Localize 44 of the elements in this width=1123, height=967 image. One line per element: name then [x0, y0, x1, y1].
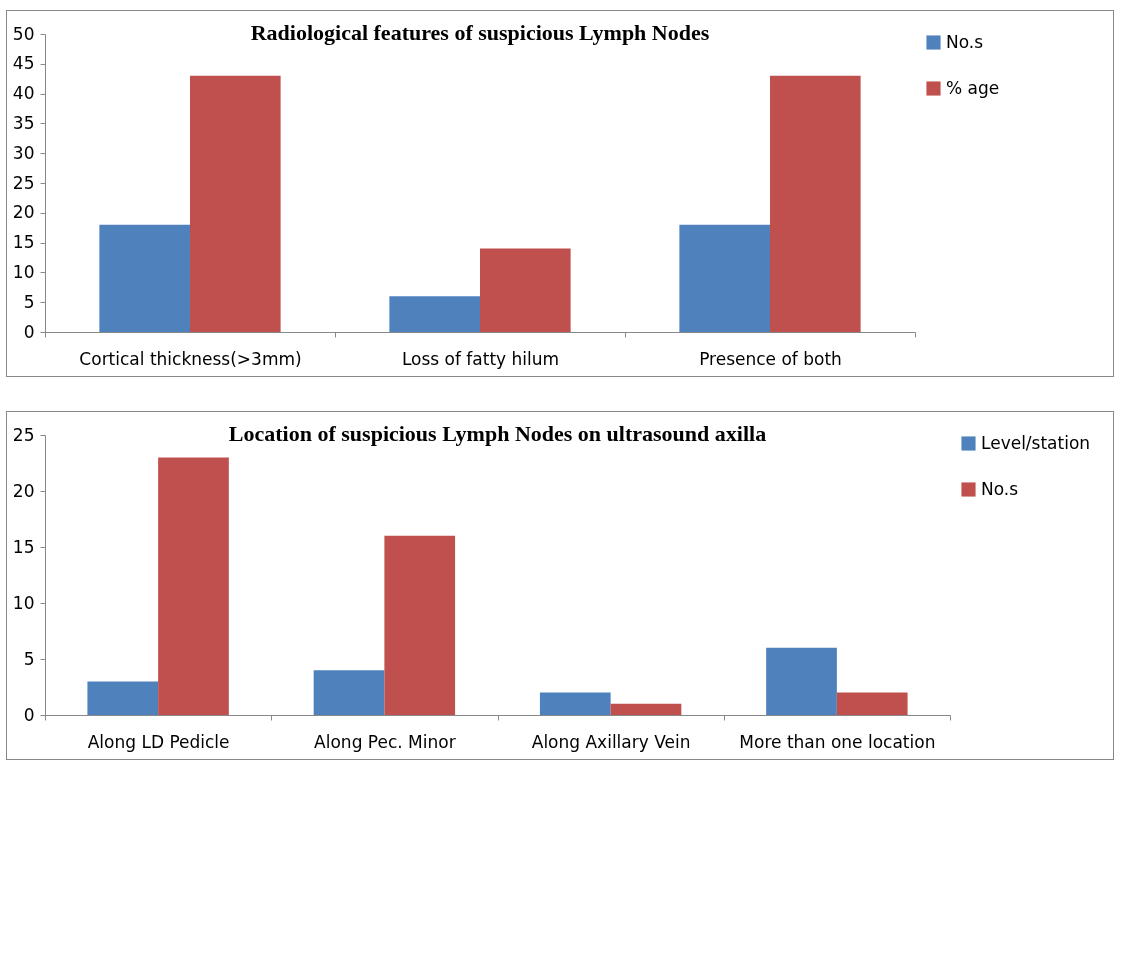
- y-tick-label: 35: [12, 112, 35, 133]
- y-tick-label: 5: [23, 648, 35, 669]
- x-tick-label: Cortical thickness(>3mm): [79, 348, 302, 369]
- y-tick-label: 25: [12, 172, 35, 193]
- y-tick-label: 20: [12, 480, 35, 501]
- y-tick-label: 10: [12, 592, 35, 613]
- bar: [539, 692, 611, 715]
- x-tick-label: Presence of both: [699, 348, 842, 369]
- y-tick-label: 40: [12, 83, 35, 104]
- x-tick-label: Along Pec. Minor: [314, 731, 456, 752]
- x-tick-label: Loss of fatty hilum: [401, 348, 560, 369]
- bar: [384, 535, 456, 715]
- y-tick-label: 15: [12, 536, 35, 557]
- bar: [313, 670, 385, 715]
- bar: [766, 647, 837, 715]
- x-tick-label: Along LD Pedicle: [87, 731, 230, 752]
- bar: [87, 681, 159, 715]
- legend-label: No.s: [981, 478, 1019, 499]
- y-tick-label: 0: [23, 704, 35, 725]
- bar: [770, 75, 861, 332]
- y-tick-label: 10: [12, 261, 35, 282]
- legend-label: % age: [946, 77, 1000, 98]
- bar: [158, 457, 229, 715]
- bar: [679, 224, 770, 332]
- bar: [836, 692, 908, 715]
- y-tick-label: 25: [12, 424, 35, 445]
- legend-label: No.s: [946, 31, 984, 52]
- y-tick-label: 0: [23, 321, 35, 342]
- y-tick-label: 20: [12, 202, 35, 223]
- y-tick-label: 5: [23, 291, 35, 312]
- bar: [190, 75, 281, 332]
- y-tick-label: 15: [12, 232, 35, 253]
- legend-label: Level/station: [981, 432, 1091, 453]
- bar: [610, 703, 682, 715]
- chart-title: Radiological features of suspicious Lymph Nodes: [250, 20, 710, 45]
- bar: [99, 224, 190, 332]
- bar: [389, 296, 480, 332]
- x-tick-label: More than one location: [739, 731, 936, 752]
- chart-title: Location of suspicious Lymph Nodes on ultrasound axilla: [228, 421, 767, 446]
- y-tick-label: 50: [12, 23, 35, 44]
- bar: [480, 248, 571, 332]
- x-tick-label: Along Axillary Vein: [531, 731, 691, 752]
- y-tick-label: 45: [12, 53, 35, 74]
- y-tick-label: 30: [12, 142, 35, 163]
